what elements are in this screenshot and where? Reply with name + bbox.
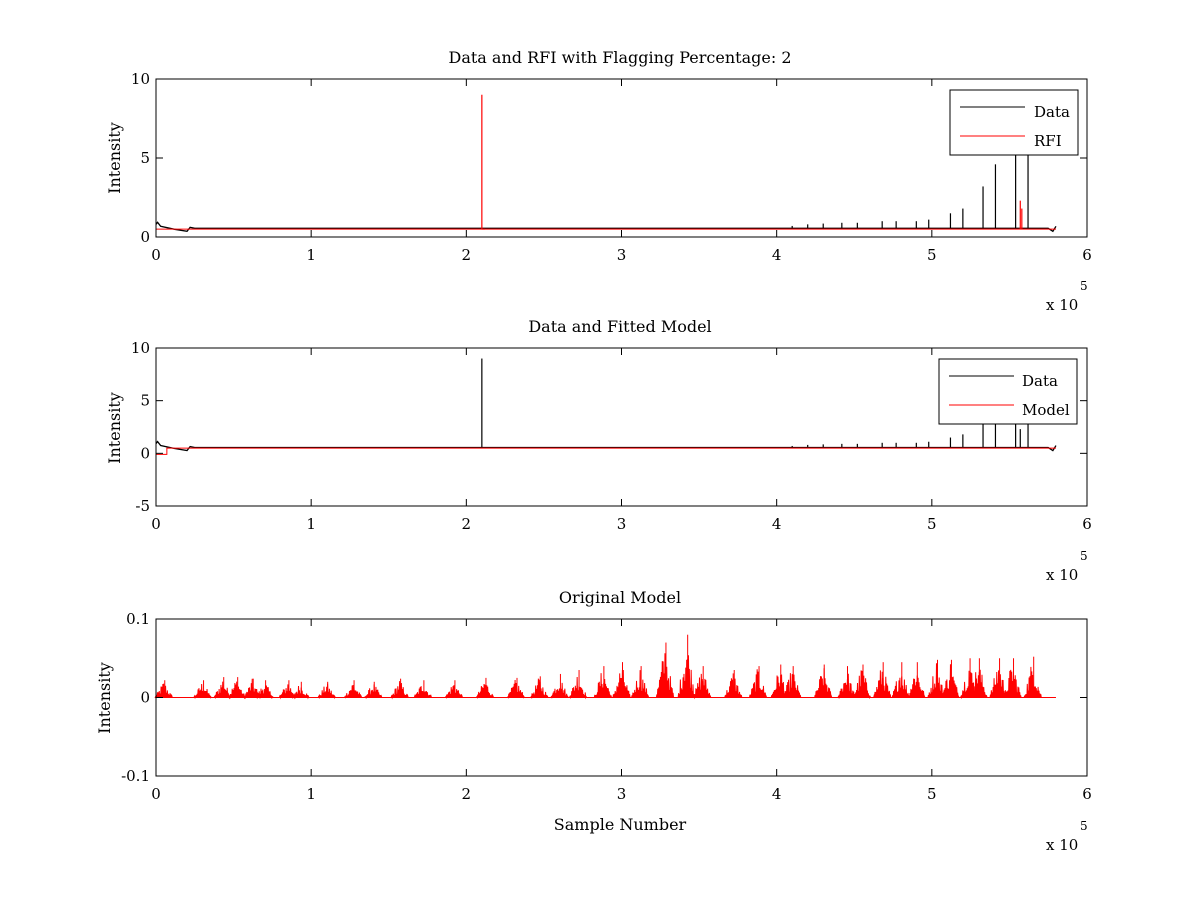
burst-mark (612, 669, 631, 698)
burst-mark (227, 681, 247, 700)
x-tick-label: 1 (306, 246, 316, 264)
burst-mark (969, 669, 988, 698)
x-tick-label: 1 (306, 515, 316, 533)
panel3-x-multiplier: x 10 (1046, 836, 1078, 854)
panel2-legend-label-data: Data (1022, 372, 1058, 390)
x-tick-label: 3 (617, 515, 627, 533)
panel1-legend-label-rfi: RFI (1034, 132, 1062, 150)
burst-mark (344, 685, 363, 699)
y-tick-label: 0 (140, 228, 150, 246)
burst-mark (693, 673, 712, 700)
x-tick-label: 4 (772, 246, 782, 264)
burst-mark (317, 683, 337, 700)
x-tick-label: 0 (151, 246, 161, 264)
x-tick-label: 4 (772, 515, 782, 533)
panel2-x-exponent: 5 (1080, 549, 1088, 563)
x-tick-label: 1 (306, 785, 316, 803)
x-tick-label: 3 (617, 785, 627, 803)
panel2-legend: Data Model (938, 358, 1078, 425)
burst-mark (193, 684, 213, 700)
burst-mark (655, 653, 675, 698)
x-tick-label: 6 (1082, 785, 1092, 803)
burst-mark (631, 670, 650, 698)
panel2-title: Data and Fitted Model (528, 317, 711, 336)
panel2-legend-label-model: Model (1022, 401, 1070, 419)
panel2-legend-box (938, 358, 1078, 425)
panel2-ylabel: Intensity (105, 392, 124, 464)
x-tick-label: 5 (927, 246, 937, 264)
panel1-ticks: 0 1 2 3 4 5 6 0 5 10 (131, 70, 1092, 264)
x-tick-label: 6 (1082, 246, 1092, 264)
x-tick-label: 5 (927, 515, 937, 533)
panel3-ylabel: Intensity (95, 662, 114, 734)
panel1-x-exponent: 5 (1080, 279, 1088, 293)
panel1-legend-label-data: Data (1034, 103, 1070, 121)
panel3-ticks: 0 1 2 3 4 5 6-0.100.1 (121, 610, 1092, 803)
burst-mark (475, 683, 495, 699)
panel2-x-multiplier: x 10 (1046, 566, 1078, 584)
y-tick-label: 10 (131, 339, 150, 357)
x-tick-label: 3 (617, 246, 627, 264)
burst-mark (749, 669, 768, 698)
burst-mark (891, 676, 911, 698)
y-tick-label: 5 (140, 149, 150, 167)
x-tick-label: 2 (462, 246, 472, 264)
panel1-legend-box (949, 89, 1079, 156)
panel1-legend: Data RFI (949, 89, 1079, 156)
burst-mark (724, 673, 743, 698)
burst-mark (506, 680, 526, 699)
burst-mark (364, 684, 383, 700)
burst-mark (154, 683, 174, 699)
burst-mark (390, 681, 410, 700)
y-tick-label: -0.1 (121, 767, 150, 785)
panel3-title: Original Model (559, 588, 681, 607)
burst-mark (783, 673, 802, 698)
panel1-x-multiplier: x 10 (1046, 296, 1078, 314)
burst-mark (1003, 669, 1023, 698)
burst-mark (927, 663, 946, 698)
panel3-plot-area (154, 634, 1056, 700)
x-tick-label: 6 (1082, 515, 1092, 533)
burst-mark (255, 685, 275, 700)
burst-mark (941, 664, 960, 698)
panel-data-and-rfi: Data and RFI with Flagging Percentage: 2… (105, 48, 1092, 314)
burst-mark (677, 655, 697, 698)
burst-mark (550, 682, 569, 699)
y-tick-label: 10 (131, 70, 150, 88)
burst-mark (907, 675, 926, 698)
x-tick-label: 2 (462, 515, 472, 533)
panel-original-model: Original Model Intensity 0 1 2 3 4 5 6-0.100.1… (95, 588, 1092, 854)
x-tick-label: 4 (772, 785, 782, 803)
y-tick-label: -5 (135, 497, 150, 515)
burst-mark (1023, 666, 1043, 698)
burst-mark (444, 685, 464, 699)
burst-mark (873, 670, 892, 698)
burst-mark (413, 686, 433, 698)
burst-mark (853, 670, 872, 700)
panel1-plot-area (155, 94, 1057, 233)
x-tick-label: 0 (151, 785, 161, 803)
x-tick-label: 5 (927, 785, 937, 803)
y-tick-label: 0 (140, 689, 150, 707)
panel1-ylabel: Intensity (105, 122, 124, 194)
y-tick-label: 0 (140, 444, 150, 462)
burst-mark (530, 678, 549, 699)
y-tick-label: 0.1 (126, 610, 150, 628)
x-tick-label: 2 (462, 785, 472, 803)
burst-mark (837, 673, 856, 700)
panel3-x-exponent: 5 (1080, 819, 1088, 833)
burst-mark (291, 685, 310, 700)
burst-mark (593, 673, 613, 698)
panel1-title: Data and RFI with Flagging Percentage: 2 (448, 48, 791, 67)
y-tick-label: 5 (140, 392, 150, 410)
x-tick-label: 0 (151, 515, 161, 533)
burst-mark (569, 676, 588, 700)
panel3-xlabel: Sample Number (554, 815, 687, 834)
series-line-model (156, 447, 1056, 455)
burst-mark (814, 668, 833, 698)
panel-data-and-fitted-model: Data and Fitted Model Intensity 0 1 2 3 4 5 6 -… (105, 317, 1092, 584)
